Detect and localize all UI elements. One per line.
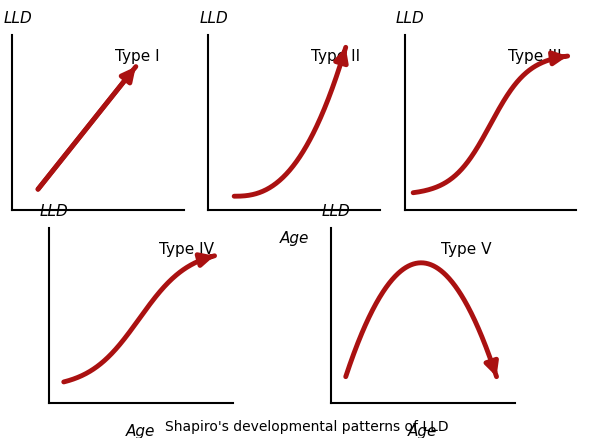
Text: Type III: Type III <box>508 49 561 64</box>
Text: LLD: LLD <box>396 11 425 26</box>
Text: LLD: LLD <box>322 204 351 219</box>
Text: Age: Age <box>408 424 438 438</box>
Text: LLD: LLD <box>40 204 69 219</box>
Text: Age: Age <box>476 231 505 246</box>
Text: LLD: LLD <box>200 11 229 26</box>
Text: Shapiro's developmental patterns of LLD: Shapiro's developmental patterns of LLD <box>165 420 448 434</box>
Text: LLD: LLD <box>4 11 32 26</box>
Text: Type I: Type I <box>115 49 160 64</box>
Text: Type II: Type II <box>311 49 360 64</box>
Text: Age: Age <box>280 231 309 246</box>
Text: Type IV: Type IV <box>159 242 215 257</box>
Text: Age: Age <box>126 424 156 438</box>
Text: Type V: Type V <box>441 242 492 257</box>
Text: Age: Age <box>83 231 113 246</box>
